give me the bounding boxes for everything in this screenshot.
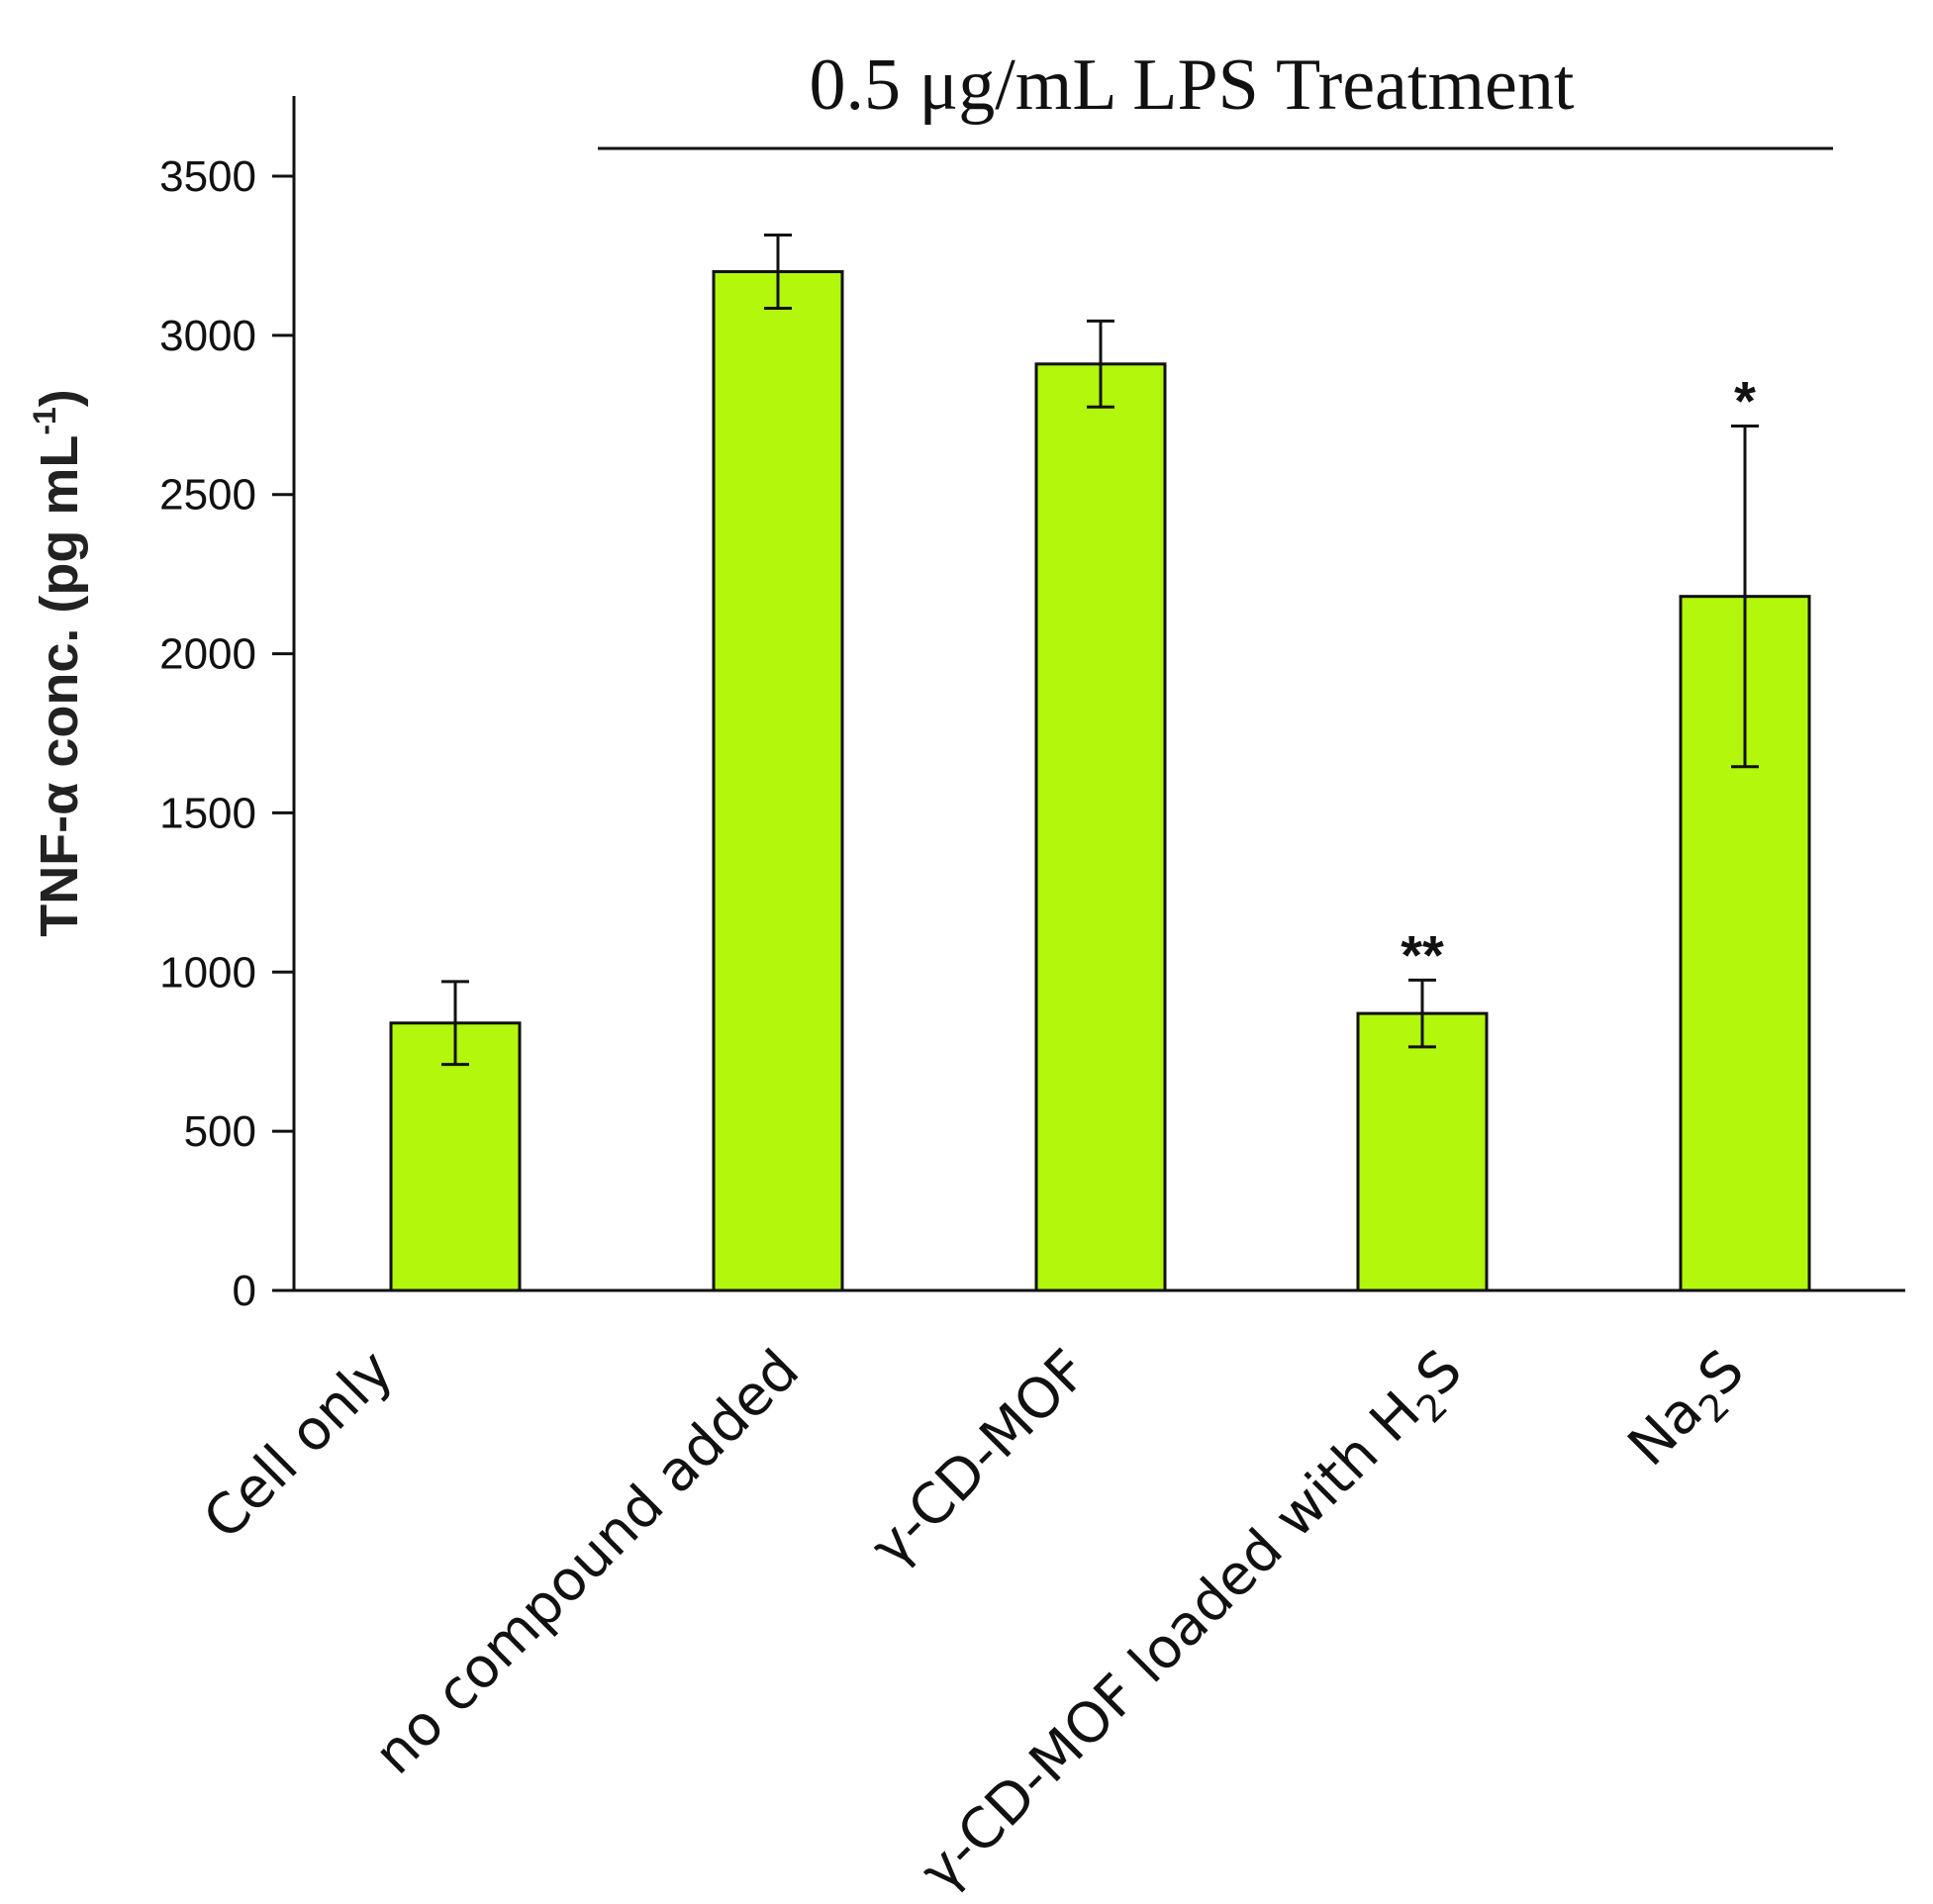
y-axis-label-sup: -1 (27, 407, 62, 434)
treatment-label: 0.5 μg/mL LPS Treatment (810, 45, 1575, 126)
y-tick-label: 0 (233, 1267, 256, 1315)
bar (712, 270, 844, 1292)
error-bars (441, 234, 1759, 1067)
y-tick-label: 2500 (159, 471, 256, 520)
y-axis-label: TNF-α conc. (pg mL-1) (27, 389, 89, 937)
category-label-text: no compound added (362, 1338, 812, 1787)
y-tick-label: 2000 (159, 630, 256, 679)
category-label: Na2S (1616, 1338, 1763, 1484)
significance-mark: ** (1401, 923, 1444, 986)
category-label: γ-CD-MOF (859, 1338, 1101, 1579)
y-tick-label: 1000 (159, 948, 256, 997)
category-label-text: Cell only (192, 1338, 406, 1552)
category-label-text: γ-CD-MOF (859, 1338, 1101, 1579)
y-tick-label: 3500 (159, 152, 256, 201)
error-bar (1408, 978, 1436, 1049)
bar (1034, 362, 1167, 1292)
error-bar (1731, 425, 1759, 769)
y-tick-label: 500 (184, 1107, 256, 1156)
error-bar (1087, 319, 1114, 409)
y-axis-label-base: TNF-α conc. (pg mL (30, 435, 89, 937)
significance-mark: * (1734, 370, 1756, 432)
y-axis-label-close: ) (30, 389, 89, 407)
category-label: Cell only (192, 1338, 406, 1552)
treatment-annotation: 0.5 μg/mL LPS Treatment (598, 45, 1833, 150)
error-bar (764, 234, 792, 311)
significance-marks: *** (1401, 370, 1756, 987)
y-tick-label: 1500 (159, 789, 256, 837)
bar (1356, 1011, 1489, 1292)
error-bar (441, 980, 469, 1067)
y-ticks: 0 500 1000 1500 2000 2500 3000 3500 (159, 152, 294, 1315)
category-label: no compound added (362, 1338, 812, 1787)
y-tick-label: 3000 (159, 312, 256, 360)
bars (389, 270, 1811, 1292)
